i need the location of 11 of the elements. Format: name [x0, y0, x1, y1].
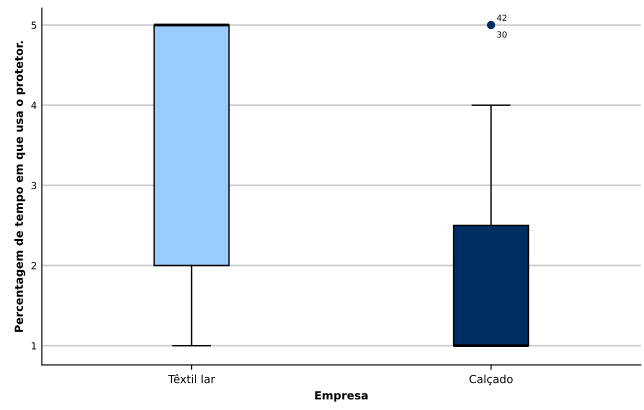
annotation: 42: [497, 14, 506, 21]
y-tick-label: 5: [32, 22, 36, 29]
y-axis-title: Percentagem de tempo em que usa o protetor.: [14, 41, 26, 332]
y-tick-label: 4: [31, 102, 36, 109]
y-tick-label: 1: [32, 342, 36, 350]
y-tick-label: 3: [32, 182, 36, 190]
x-tick-label: Calçado: [469, 374, 513, 386]
x-axis-title: Empresa: [315, 391, 368, 402]
annotation: 30: [497, 31, 507, 38]
x-tick-label: Têxtil lar: [168, 374, 216, 384]
y-tick-label: 2: [32, 262, 36, 270]
